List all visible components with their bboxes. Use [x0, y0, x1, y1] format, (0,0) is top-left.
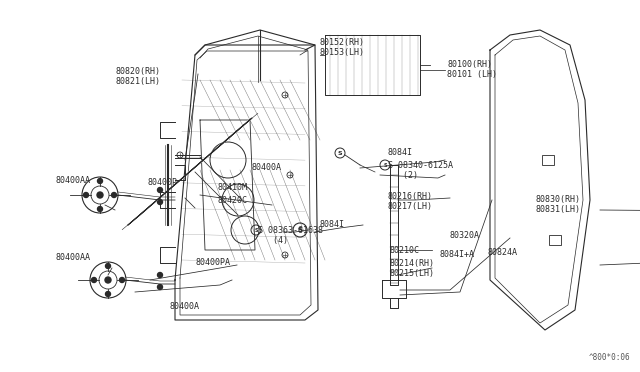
Circle shape — [157, 285, 163, 289]
Circle shape — [106, 263, 111, 269]
Text: 80400P: 80400P — [148, 178, 178, 187]
Text: 80152(RH)
80153(LH): 80152(RH) 80153(LH) — [320, 38, 365, 57]
Circle shape — [106, 292, 111, 296]
Text: S: S — [383, 163, 387, 167]
Text: 8084I: 8084I — [320, 220, 345, 229]
Text: S 08340-6125A
   (2): S 08340-6125A (2) — [388, 161, 453, 180]
Text: 80400AA: 80400AA — [55, 176, 90, 185]
Circle shape — [83, 192, 88, 198]
Text: S: S — [254, 228, 258, 232]
Text: 80320A: 80320A — [450, 231, 480, 240]
Circle shape — [97, 206, 102, 212]
Circle shape — [157, 199, 163, 205]
Circle shape — [97, 192, 103, 198]
Text: 8084I: 8084I — [388, 148, 413, 157]
Text: 80820(RH)
80821(LH): 80820(RH) 80821(LH) — [115, 67, 160, 86]
Text: 80210C: 80210C — [390, 246, 420, 255]
Text: ^800*0:06: ^800*0:06 — [588, 353, 630, 362]
Text: 8084I+A: 8084I+A — [440, 250, 475, 259]
Text: 80100(RH)
80101 (LH): 80100(RH) 80101 (LH) — [447, 60, 497, 79]
Polygon shape — [128, 118, 252, 225]
Text: 80400AA: 80400AA — [55, 253, 90, 262]
Text: 80420C: 80420C — [218, 196, 248, 205]
Circle shape — [157, 273, 163, 278]
Text: 80824A: 80824A — [488, 248, 518, 257]
Text: 80214(RH)
80215(LH): 80214(RH) 80215(LH) — [390, 259, 435, 278]
Circle shape — [120, 278, 125, 282]
Circle shape — [105, 277, 111, 283]
Circle shape — [111, 192, 116, 198]
Text: 80410M: 80410M — [218, 183, 248, 192]
Text: 80216(RH)
80217(LH): 80216(RH) 80217(LH) — [388, 192, 433, 211]
Text: S 08363-61638
   (4): S 08363-61638 (4) — [258, 226, 323, 246]
Text: 80400A: 80400A — [252, 163, 282, 172]
Text: 80400PA: 80400PA — [195, 258, 230, 267]
Text: 80830(RH)
80831(LH): 80830(RH) 80831(LH) — [535, 195, 580, 214]
Circle shape — [92, 278, 97, 282]
Text: S: S — [298, 227, 303, 233]
Text: 80400A: 80400A — [170, 302, 200, 311]
Circle shape — [97, 179, 102, 183]
Circle shape — [157, 187, 163, 192]
Text: S: S — [338, 151, 342, 155]
